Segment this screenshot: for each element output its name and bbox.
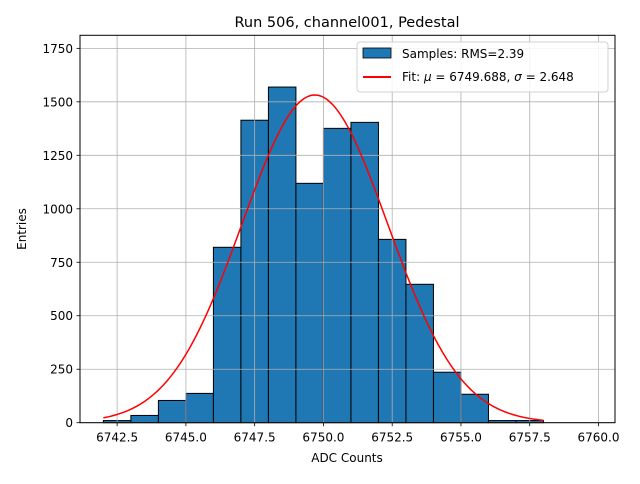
legend-histogram-label: Samples: RMS=2.39 (402, 47, 524, 61)
legend-box (356, 41, 609, 93)
y-axis-label: Entries (15, 208, 29, 250)
fit-curve-line (103, 94, 544, 422)
x-tick-label: 6750.0 (302, 431, 344, 445)
y-tick-label: 1250 (42, 149, 73, 163)
histogram-bar (130, 414, 159, 424)
x-tick-label: 6757.5 (509, 431, 551, 445)
x-tick-label: 6760.0 (577, 431, 619, 445)
y-tick-label: 250 (50, 363, 73, 377)
x-tick-label: 6752.5 (371, 431, 413, 445)
y-tick-label: 750 (50, 256, 73, 270)
legend: Samples: RMS=2.39 Fit: μ = 6749.688, σ =… (356, 41, 609, 93)
legend-fit-label: Fit: μ = 6749.688, σ = 2.648 (402, 70, 574, 84)
histogram-bar (267, 86, 297, 424)
axes-frame (79, 34, 616, 424)
fit-curve-layer (103, 94, 544, 422)
histogram-bar (185, 392, 214, 424)
x-tick-label: 6747.5 (234, 431, 276, 445)
x-axis: 6742.5 6745.0 6747.5 6750.0 6752.5 6755.0 6757… (96, 422, 619, 445)
y-axis: 0 250 500 750 1000 1250 1500 1750 (42, 42, 80, 430)
histogram-bar (350, 121, 379, 424)
histogram-bar (212, 246, 242, 424)
y-tick-label: 1500 (42, 95, 73, 109)
x-tick-label: 6755.0 (440, 431, 482, 445)
histogram-bar (295, 182, 324, 424)
legend-histogram-swatch (362, 47, 392, 59)
y-tick-label: 0 (65, 416, 73, 430)
y-tick-label: 1000 (42, 202, 73, 216)
x-axis-label: ADC Counts (311, 451, 383, 465)
histogram-bar (460, 393, 489, 424)
histogram-bar (322, 127, 352, 424)
histogram-bar (432, 371, 462, 424)
chart-title: Run 506, channel001, Pedestal (234, 15, 459, 31)
x-tick-label: 6745.0 (165, 431, 207, 445)
grid-layer (80, 35, 615, 424)
y-tick-label: 500 (50, 309, 73, 323)
y-tick-label: 1750 (42, 42, 73, 56)
histogram-bar (157, 399, 187, 424)
x-tick-label: 6742.5 (96, 431, 138, 445)
